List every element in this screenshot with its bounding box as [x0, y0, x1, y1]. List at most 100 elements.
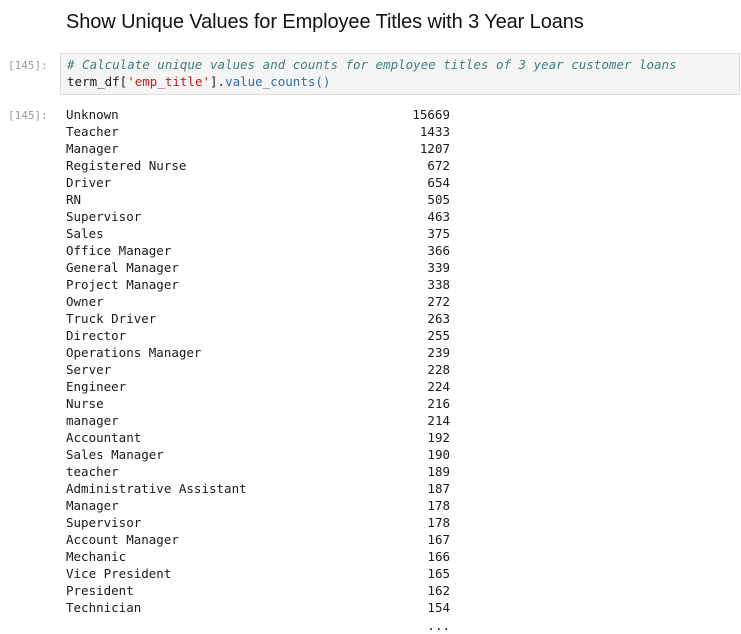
employee-title: Truck Driver: [66, 311, 157, 326]
title-count: 375: [427, 226, 450, 241]
employee-title: Accountant: [66, 430, 142, 445]
employee-title: Mechanic: [66, 549, 127, 564]
output-row: Vice President 165: [66, 565, 466, 582]
title-count: 1207: [419, 141, 450, 156]
output-row: Driver 654: [66, 174, 466, 191]
output-prompt: [145]:: [8, 109, 48, 122]
output-row: RN 505: [66, 191, 466, 208]
title-count: 672: [427, 158, 450, 173]
title-count: 505: [427, 192, 450, 207]
title-count: 263: [427, 311, 450, 326]
output-row: Registered Nurse 672: [66, 157, 466, 174]
employee-title: Owner: [66, 294, 104, 309]
code-comment-line: # Calculate unique values and counts for…: [67, 56, 677, 73]
output-row: Manager 178: [66, 497, 466, 514]
title-count: 192: [427, 430, 450, 445]
employee-title: Driver: [66, 175, 112, 190]
title-count: 178: [427, 498, 450, 513]
output-row: Sales Manager 190: [66, 446, 466, 463]
employee-title: President: [66, 583, 134, 598]
title-count: 228: [427, 362, 450, 377]
employee-title: Account Manager: [66, 532, 179, 547]
employee-title: Unknown: [66, 107, 119, 122]
employee-title: Office Manager: [66, 243, 172, 258]
employee-title: RN: [66, 192, 82, 207]
code-statement-line: term_df['emp_title'].value_counts(): [67, 73, 330, 90]
output-row: Supervisor 463: [66, 208, 466, 225]
title-count: 165: [427, 566, 450, 581]
output-row: manager 214: [66, 412, 466, 429]
title-count: 167: [427, 532, 450, 547]
output-row: Operations Manager 239: [66, 344, 466, 361]
title-count: 224: [427, 379, 450, 394]
output-row: Technician 154: [66, 599, 466, 616]
title-count: 338: [427, 277, 450, 292]
employee-title: Vice President: [66, 566, 172, 581]
code-variable: term_df[: [67, 74, 128, 89]
output-row: Mechanic 166: [66, 548, 466, 565]
output-row: Owner 272: [66, 293, 466, 310]
title-count: 216: [427, 396, 450, 411]
output-row: Account Manager 167: [66, 531, 466, 548]
code-method: value_counts: [225, 74, 316, 89]
output-row: Manager 1207: [66, 140, 466, 157]
output-row: Sales 375: [66, 225, 466, 242]
output-row: Server 228: [66, 361, 466, 378]
code-accessor: ].: [210, 74, 226, 89]
employee-title: Operations Manager: [66, 345, 202, 360]
code-input-cell[interactable]: # Calculate unique values and counts for…: [60, 53, 740, 95]
title-count: 189: [427, 464, 450, 479]
title-count: 654: [427, 175, 450, 190]
output-row: Nurse 216: [66, 395, 466, 412]
output-row: General Manager 339: [66, 259, 466, 276]
section-heading: Show Unique Values for Employee Titles w…: [66, 11, 584, 33]
title-count: 1433: [419, 124, 450, 139]
output-row: Supervisor 178: [66, 514, 466, 531]
title-count: 178: [427, 515, 450, 530]
output-row: Accountant 192: [66, 429, 466, 446]
employee-title: Project Manager: [66, 277, 179, 292]
employee-title: Nurse: [66, 396, 104, 411]
output-ellipsis: ...: [427, 618, 450, 633]
output-row: Project Manager 338: [66, 276, 466, 293]
employee-title: Registered Nurse: [66, 158, 187, 173]
title-count: 15669: [412, 107, 450, 122]
title-count: 154: [427, 600, 450, 615]
title-count: 214: [427, 413, 450, 428]
title-count: 272: [427, 294, 450, 309]
title-count: 190: [427, 447, 450, 462]
employee-title: General Manager: [66, 260, 179, 275]
code-parens: (): [315, 74, 331, 89]
output-row: President 162: [66, 582, 466, 599]
employee-title: Supervisor: [66, 209, 142, 224]
employee-title: Teacher: [66, 124, 119, 139]
title-count: 463: [427, 209, 450, 224]
output-row: Teacher 1433: [66, 123, 466, 140]
employee-title: Technician: [66, 600, 142, 615]
employee-title: Director: [66, 328, 127, 343]
employee-title: Sales: [66, 226, 104, 241]
employee-title: Sales Manager: [66, 447, 164, 462]
employee-title: Administrative Assistant: [66, 481, 247, 496]
output-row: Director 255: [66, 327, 466, 344]
title-count: 339: [427, 260, 450, 275]
employee-title: Manager: [66, 141, 119, 156]
input-prompt: [145]:: [8, 59, 48, 72]
output-row: Unknown 15669: [66, 106, 466, 123]
output-row: Engineer 224: [66, 378, 466, 395]
output-row: Office Manager 366: [66, 242, 466, 259]
title-count: 239: [427, 345, 450, 360]
employee-title: Engineer: [66, 379, 127, 394]
title-count: 366: [427, 243, 450, 258]
output-row: Truck Driver 263: [66, 310, 466, 327]
output-row: teacher 189: [66, 463, 466, 480]
code-string-key: 'emp_title': [127, 74, 211, 89]
title-count: 187: [427, 481, 450, 496]
employee-title: teacher: [66, 464, 119, 479]
code-comment: # Calculate unique values and counts for…: [67, 57, 677, 72]
title-count: 162: [427, 583, 450, 598]
employee-title: Supervisor: [66, 515, 149, 530]
value-counts-output: Unknown 15669 Teacher 1433 Manager 1207 Regist…: [66, 106, 466, 616]
title-count: 255: [427, 328, 450, 343]
employee-title: Server: [66, 362, 112, 377]
